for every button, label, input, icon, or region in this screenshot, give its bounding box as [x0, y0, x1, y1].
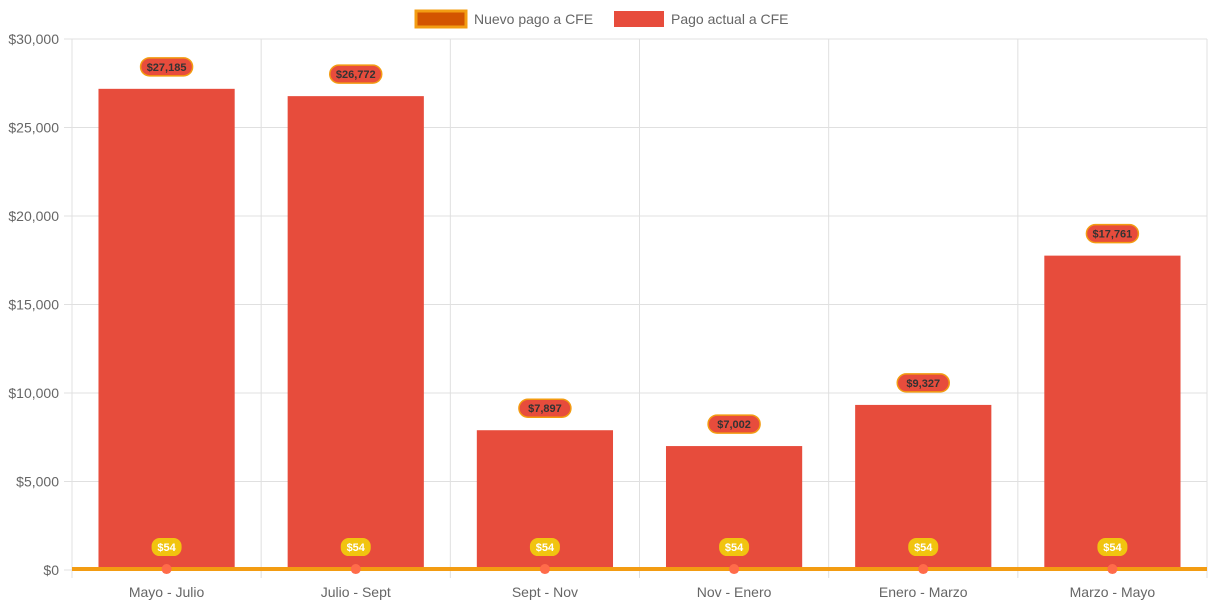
legend-item-line-series[interactable]: Nuevo pago a CFE — [414, 9, 593, 29]
bar-value-label: $26,772 — [336, 69, 376, 81]
bar-value-label-bg — [1085, 223, 1140, 244]
bar-value-label-bg — [896, 373, 950, 393]
x-tick-label: Nov - Enero — [697, 584, 772, 600]
bar — [287, 96, 424, 571]
y-tick-label: $15,000 — [8, 297, 59, 313]
line-value-label: $54 — [1103, 542, 1122, 554]
line-point — [918, 564, 929, 575]
bar-value-label: $7,897 — [528, 403, 562, 415]
line-value-label-bg — [719, 538, 750, 557]
legend-label-line: Nuevo pago a CFE — [474, 11, 593, 27]
line-point — [729, 564, 740, 575]
y-tick-label: $20,000 — [8, 208, 59, 224]
bar-value-label-bg — [518, 398, 572, 418]
y-tick-label: $10,000 — [8, 385, 59, 401]
line-value-label: $54 — [347, 542, 366, 554]
line-value-label: $54 — [914, 542, 933, 554]
line-value-label-bg — [151, 538, 182, 557]
line-point — [539, 564, 550, 575]
line-value-label-bg — [1097, 538, 1128, 557]
legend[interactable]: Nuevo pago a CFE Pago actual a CFE — [414, 9, 789, 29]
axis-layer: $0 $5,000 $10,000 $15,000 $20,000 $25,000 $30,… — [8, 31, 1155, 600]
legend-item-bar-series[interactable]: Pago actual a CFE — [614, 11, 789, 27]
line-layer — [72, 564, 1207, 575]
x-tick-label: Julio - Sept — [321, 584, 391, 600]
legend-swatch-line — [414, 9, 468, 29]
line-value-label-bg — [529, 538, 560, 557]
x-tick-label: Mayo - Julio — [129, 584, 205, 600]
bar-value-label: $9,327 — [906, 378, 940, 390]
y-tick-label: $30,000 — [8, 31, 59, 47]
bar-value-label: $7,002 — [717, 419, 751, 431]
line-value-label-bg — [908, 538, 939, 557]
line-value-label: $54 — [157, 542, 176, 554]
y-tick-label: $25,000 — [8, 120, 59, 136]
line-point — [350, 564, 361, 575]
bar-value-label: $17,761 — [1093, 229, 1133, 241]
bar — [98, 88, 235, 570]
line-value-label: $54 — [536, 542, 555, 554]
line-point — [1107, 564, 1118, 575]
line-value-label: $54 — [725, 542, 744, 554]
line-point — [161, 564, 172, 575]
y-tick-label: $0 — [43, 562, 59, 578]
bar-value-label-bg — [707, 414, 761, 434]
grid-layer — [64, 38, 1208, 578]
bar-value-label-bg — [329, 64, 383, 84]
y-tick-label: $5,000 — [16, 474, 59, 490]
legend-label-bar: Pago actual a CFE — [671, 11, 789, 27]
bar-value-label: $27,185 — [147, 62, 187, 74]
bar — [1044, 255, 1181, 570]
line-value-label-bg — [340, 538, 371, 557]
bar-value-label-bg — [139, 57, 194, 77]
labels-layer: $27,185 $26,772 $7,897 $7,002 $9,327 $17,761 $… — [139, 57, 1140, 557]
x-tick-label: Marzo - Mayo — [1070, 584, 1156, 600]
legend-swatch-bar — [614, 11, 664, 27]
x-tick-label: Sept - Nov — [512, 584, 578, 600]
x-tick-label: Enero - Marzo — [879, 584, 968, 600]
